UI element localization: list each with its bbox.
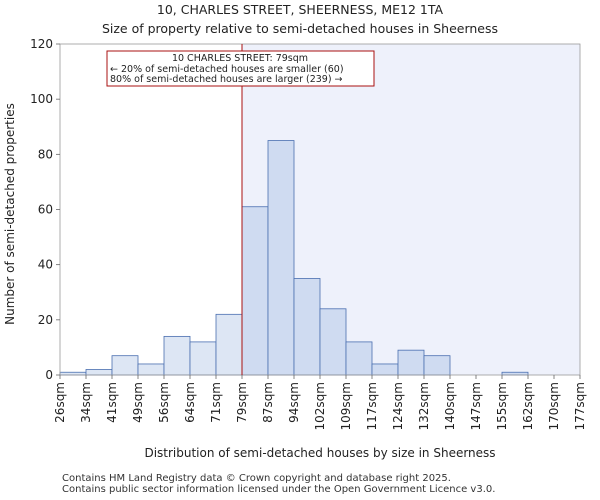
x-tick-label: 124sqm (391, 382, 405, 430)
x-tick-label: 102sqm (313, 382, 327, 430)
histogram-bar (111, 355, 139, 376)
x-axis-label: Distribution of semi-detached houses by … (144, 446, 495, 460)
y-axis-label: Number of semi-detached properties (3, 103, 17, 325)
y-tick-label: 80 (38, 147, 53, 161)
x-tick-label: 26sqm (53, 382, 67, 423)
x-tick-label: 49sqm (131, 382, 145, 423)
x-tick-label: 170sqm (547, 382, 561, 430)
histogram-bar (423, 355, 451, 376)
histogram-bar (85, 369, 113, 376)
y-tick-label: 100 (30, 92, 53, 106)
y-tick-label: 120 (30, 37, 53, 51)
annotation-line-3: 80% of semi-detached houses are larger (… (110, 74, 343, 85)
histogram-bar (293, 278, 321, 376)
chart-subtitle: Size of property relative to semi-detach… (101, 21, 499, 36)
x-tick-label: 94sqm (287, 382, 301, 423)
x-tick-label: 132sqm (417, 382, 431, 430)
x-tick-label: 41sqm (105, 382, 119, 423)
histogram-bar (319, 308, 347, 376)
x-tick-label: 79sqm (235, 382, 249, 423)
histogram-bar (501, 371, 529, 376)
histogram-bar (345, 341, 373, 376)
x-tick-label: 87sqm (261, 382, 275, 423)
histogram-bar (397, 349, 425, 376)
y-tick-label: 60 (38, 203, 53, 217)
histogram-bar (163, 335, 191, 376)
annotation-box (106, 50, 375, 87)
histogram-bar (267, 140, 295, 376)
x-tick-label: 64sqm (183, 382, 197, 423)
y-tick-label: 40 (38, 258, 53, 272)
histogram-bar (371, 363, 399, 376)
x-tick-label: 109sqm (339, 382, 353, 430)
histogram-bar (137, 363, 165, 376)
x-tick-label: 34sqm (79, 382, 93, 423)
x-tick-label: 162sqm (521, 382, 535, 430)
x-tick-label: 117sqm (365, 382, 379, 430)
histogram-bar (59, 371, 87, 376)
y-tick-label: 20 (38, 313, 53, 327)
x-tick-label: 155sqm (495, 382, 509, 430)
chart-title: 10, CHARLES STREET, SHEERNESS, ME12 1TA (156, 2, 444, 17)
histogram-bar (215, 313, 243, 376)
footer-licence: Contains public sector information licen… (62, 484, 496, 495)
footer-copyright: Contains HM Land Registry data © Crown c… (62, 473, 451, 484)
annotation-line-1: 10 CHARLES STREET: 79sqm (172, 53, 308, 64)
y-tick-label: 0 (45, 368, 53, 382)
x-tick-label: 140sqm (443, 382, 457, 430)
x-tick-label: 177sqm (573, 382, 587, 430)
histogram-bar (241, 206, 269, 376)
annotation-line-2: ← 20% of semi-detached houses are smalle… (110, 64, 344, 75)
x-tick-label: 71sqm (209, 382, 223, 423)
histogram-bar (189, 341, 217, 376)
x-tick-label: 147sqm (469, 382, 483, 430)
x-tick-label: 56sqm (157, 382, 171, 423)
